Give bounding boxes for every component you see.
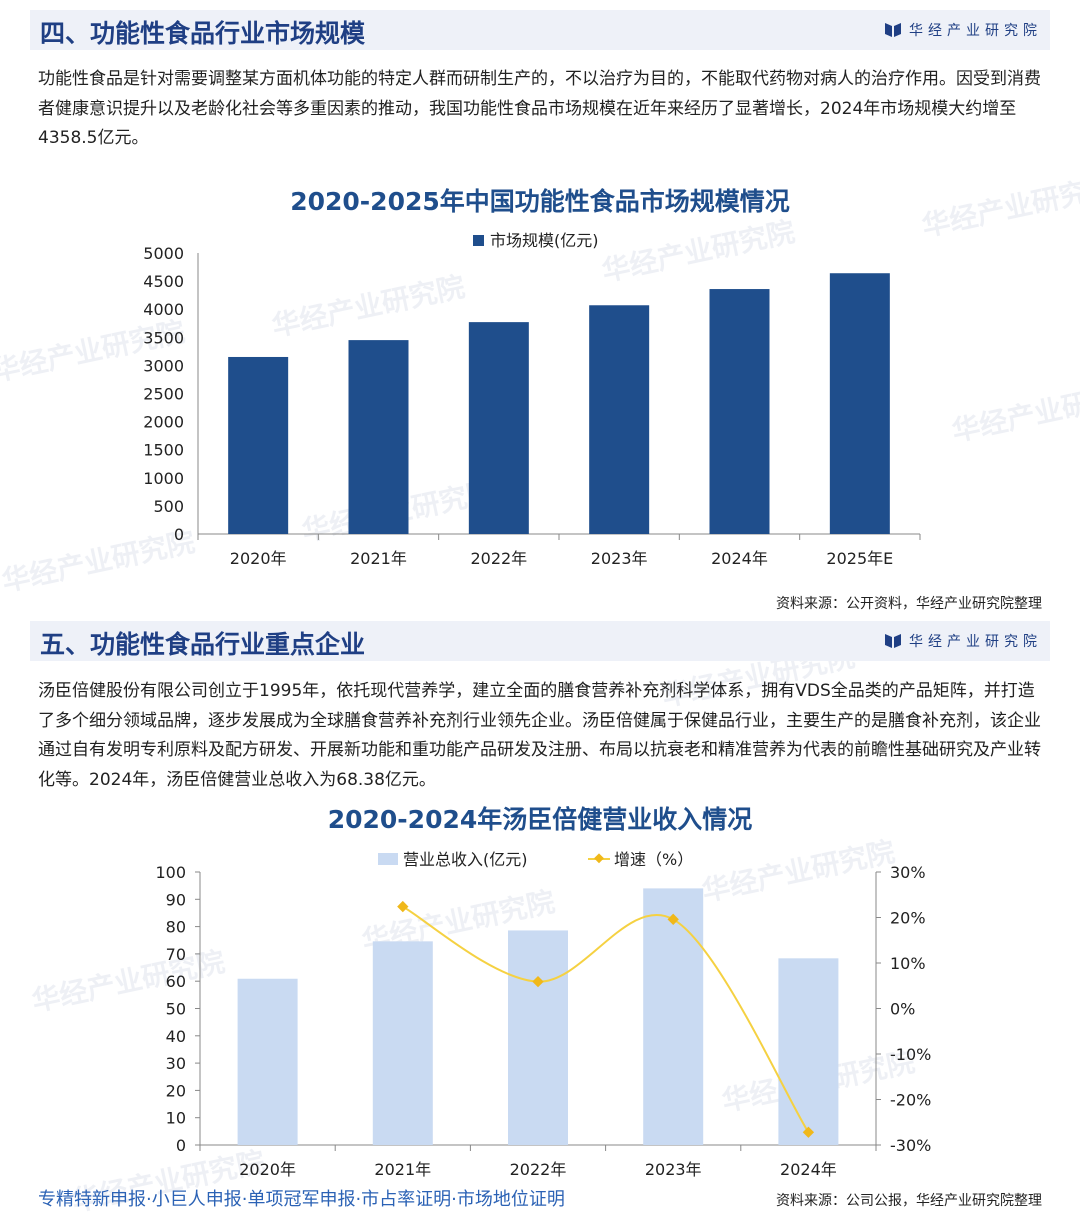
y-tick-label: 1000 xyxy=(143,469,184,488)
source-note: 资料来源：公开资料，华经产业研究院整理 xyxy=(776,596,1042,612)
section-header: 五、功能性食品行业重点企业 华经产业研究院 xyxy=(30,621,1050,661)
y-tick-label: 2500 xyxy=(143,385,184,404)
y-tick-label-left: 0 xyxy=(176,1136,186,1155)
section-title: 四、功能性食品行业市场规模 xyxy=(40,19,366,48)
x-tick-label: 2020年 xyxy=(230,549,287,568)
bar xyxy=(778,958,839,1145)
legend-label: 市场规模(亿元) xyxy=(490,231,599,250)
brand-text: 华经产业研究院 xyxy=(909,23,1042,39)
bar xyxy=(643,888,704,1145)
y-tick-label-left: 40 xyxy=(166,1027,186,1046)
bar xyxy=(348,340,409,534)
chart-title: 2020-2024年汤臣倍健营业收入情况 xyxy=(327,805,753,834)
y-tick-label: 0 xyxy=(174,525,184,544)
y-tick-label-left: 90 xyxy=(166,890,186,909)
legend-swatch-marker xyxy=(594,853,604,864)
revenue-chart: 0 10 20 30 40 50 60 70 80 90 100 -30% -20% -10% 0% 10% 2… xyxy=(155,850,931,1179)
x-tick-label: 2023年 xyxy=(645,1160,702,1179)
growth-line xyxy=(402,905,810,1133)
y-tick-label-left: 20 xyxy=(166,1081,186,1100)
y-tick-label: 500 xyxy=(153,497,184,516)
x-tick-label: 2021年 xyxy=(374,1160,431,1179)
y-tick-label-left: 10 xyxy=(166,1109,186,1128)
y-tick-label-right: 0% xyxy=(890,1000,915,1019)
y-tick-label-left: 100 xyxy=(155,863,186,882)
x-tick-label: 2022年 xyxy=(470,549,527,568)
y-tick-label-left: 70 xyxy=(166,945,186,964)
x-tick-label: 2023年 xyxy=(591,549,648,568)
y-tick-label: 2000 xyxy=(143,413,184,432)
brand-logo-icon xyxy=(885,634,901,648)
y-tick-label: 3000 xyxy=(143,356,184,375)
legend-swatch xyxy=(473,235,484,246)
chart-title: 2020-2025年中国功能性食品市场规模情况 xyxy=(290,187,790,216)
y-tick-label-left: 80 xyxy=(166,918,186,937)
footer-links[interactable]: 专精特新申报·小巨人申报·单项冠军申报·市占率证明·市场地位证明 xyxy=(38,1189,565,1210)
brand-label: 华经产业研究院 xyxy=(885,20,1042,40)
source-note: 资料来源：公司公报，华经产业研究院整理 xyxy=(776,1193,1042,1209)
company-paragraph: 汤臣倍健股份有限公司创立于1995年，依托现代营养学，建立全面的膳食营养补充剂科… xyxy=(38,681,1041,790)
y-tick-label-right: -30% xyxy=(890,1136,931,1155)
x-tick-label: 2021年 xyxy=(350,549,407,568)
y-tick-label-left: 30 xyxy=(166,1054,186,1073)
brand-label: 华经产业研究院 xyxy=(885,631,1042,651)
x-tick-label: 2022年 xyxy=(510,1160,567,1179)
growth-marker xyxy=(532,975,544,988)
y-tick-label: 4000 xyxy=(143,300,184,319)
legend-label-line: 增速（%） xyxy=(614,850,693,869)
bar xyxy=(829,273,890,534)
bar xyxy=(237,978,298,1145)
section-title: 五、功能性食品行业重点企业 xyxy=(40,630,366,659)
bar xyxy=(372,941,433,1145)
y-tick-label-left: 60 xyxy=(166,972,186,991)
y-tick-label: 3500 xyxy=(143,328,184,347)
y-tick-label-right: -10% xyxy=(890,1045,931,1064)
y-tick-label-left: 50 xyxy=(166,1000,186,1019)
section-header: 四、功能性食品行业市场规模 华经产业研究院 xyxy=(30,10,1050,50)
x-tick-label: 2024年 xyxy=(711,549,768,568)
y-tick-label-right: 20% xyxy=(890,909,926,928)
y-tick-label-right: 10% xyxy=(890,954,926,973)
growth-marker xyxy=(802,1126,815,1138)
bar xyxy=(468,322,529,534)
bar xyxy=(508,930,568,1145)
intro-paragraph: 功能性食品是针对需要调整某方面机体功能的特定人群而研制生产的，不以治疗为目的，不… xyxy=(38,69,1041,148)
y-tick-label: 1500 xyxy=(143,441,184,460)
bar xyxy=(709,289,770,534)
growth-marker xyxy=(397,900,409,913)
y-tick-label: 4500 xyxy=(143,272,184,291)
x-tick-label: 2025年E xyxy=(826,549,893,568)
bar xyxy=(228,356,289,534)
bar xyxy=(589,305,650,534)
y-tick-label: 5000 xyxy=(143,244,184,263)
brand-text: 华经产业研究院 xyxy=(909,634,1042,650)
x-tick-label: 2024年 xyxy=(780,1160,837,1179)
y-tick-label-right: -20% xyxy=(890,1091,931,1110)
legend-swatch-bar xyxy=(378,853,398,865)
y-tick-label-right: 30% xyxy=(890,863,926,882)
x-tick-label: 2020年 xyxy=(239,1160,296,1179)
legend-label-bar: 营业总收入(亿元) xyxy=(403,850,528,869)
market-size-chart: 0 500 1000 1500 2000 2500 3000 3500 4000 4500 5000… xyxy=(143,231,921,568)
brand-logo-icon xyxy=(885,23,901,37)
